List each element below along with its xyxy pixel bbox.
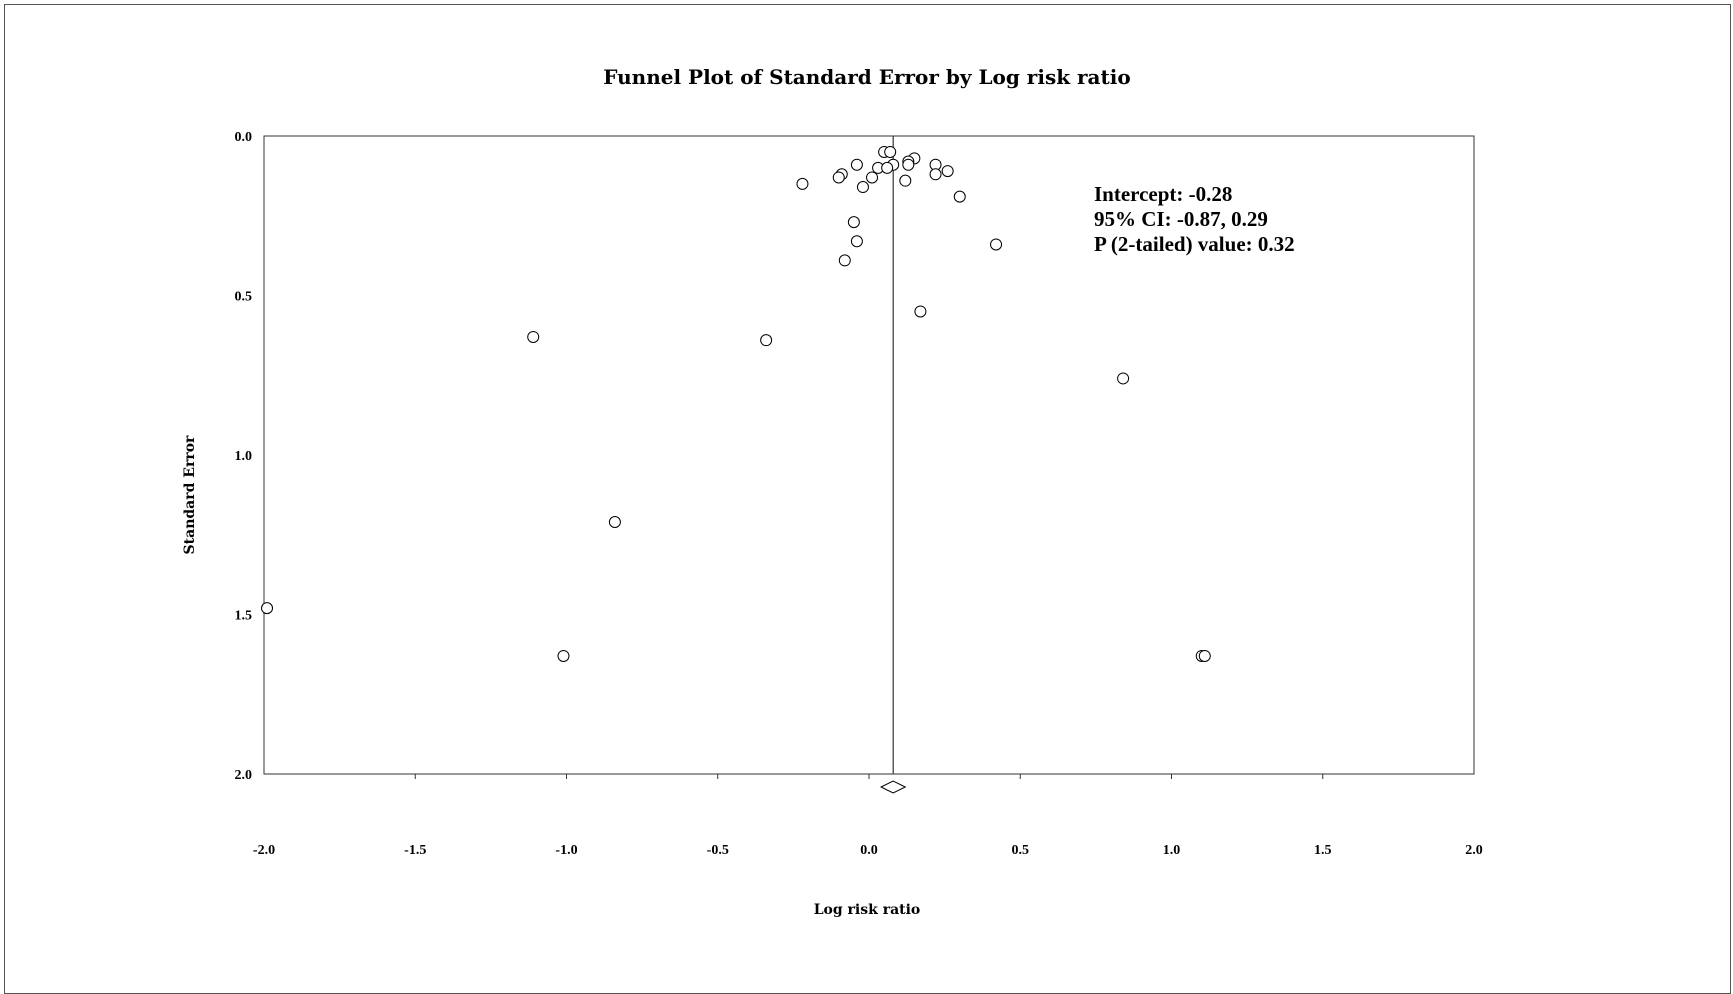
x-tick-label: -1.5 [404,843,426,858]
study-point [902,158,915,171]
x-tick-label: 0.0 [860,843,878,858]
study-point [953,190,966,203]
x-tick-label: -0.5 [707,843,729,858]
study-point [527,330,540,343]
egger-annotation: Intercept: -0.28 95% CI: -0.87, 0.29 P (… [1094,182,1295,256]
y-axis-label: Standard Error [182,435,198,554]
study-point [608,515,621,528]
study-point [941,165,954,178]
y-tick-label: 0.0 [235,130,253,145]
study-point [1117,372,1130,385]
study-point [850,158,863,171]
study-point [847,216,860,229]
x-tick-label: 1.0 [1163,843,1181,858]
study-point [838,254,851,267]
study-point [899,174,912,187]
study-point [261,602,274,615]
study-point [866,171,879,184]
study-point [990,238,1003,251]
y-axis-ticks: 0.0 0.5 1.0 1.5 2.0 [235,130,253,783]
study-point [856,181,869,194]
y-tick-label: 0.5 [235,290,253,305]
y-tick-label: 1.5 [235,609,253,624]
study-point [760,334,773,347]
y-tick-label: 1.0 [235,449,253,464]
study-point [1198,649,1211,662]
annotation-p-value: P (2-tailed) value: 0.32 [1094,232,1295,256]
study-point [914,305,927,318]
study-point [881,161,894,174]
study-point [850,235,863,248]
summary-diamond [879,780,907,794]
study-point [832,171,845,184]
y-tick-label: 2.0 [235,768,253,783]
study-point [796,177,809,190]
study-point [884,145,897,158]
x-axis-ticks: -2.0 -1.5 -1.0 -0.5 0.0 0.5 1.0 1.5 2.0 [253,774,1483,858]
x-axis-label: Log risk ratio [814,902,921,918]
study-points [261,145,1211,662]
x-tick-label: 1.5 [1314,843,1332,858]
x-tick-label: 0.5 [1012,843,1030,858]
x-tick-label: -1.0 [555,843,577,858]
chart-title: Funnel Plot of Standard Error by Log ris… [603,65,1130,89]
study-point [929,168,942,181]
x-tick-label: 2.0 [1465,843,1483,858]
x-tick-label: -2.0 [253,843,275,858]
annotation-ci: 95% CI: -0.87, 0.29 [1094,207,1268,231]
study-point [557,649,570,662]
chart-frame [4,4,1731,994]
annotation-intercept: Intercept: -0.28 [1094,182,1232,206]
